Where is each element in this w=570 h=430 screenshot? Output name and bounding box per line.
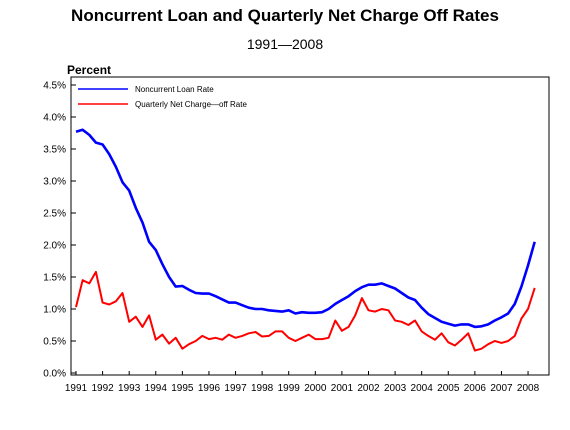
x-tick-label: 2007 — [490, 383, 513, 394]
x-tick-label: 1992 — [91, 383, 114, 394]
x-tick-label: 2002 — [357, 383, 380, 394]
y-axis: 0.0% 0.5% 1.0% 1.5% 2.0% 2.5% 3.0% 3.5% 4.0% 4.5% — [43, 81, 76, 380]
x-tick-label: 2004 — [411, 383, 434, 394]
chart-subtitle: 1991—2008 — [246, 36, 324, 52]
x-tick-label: 2001 — [331, 383, 354, 394]
x-tick-label: 1993 — [118, 383, 141, 394]
y-tick-label: 0.5% — [43, 337, 66, 348]
chart-title: Noncurrent Loan and Quarterly Net Charge… — [71, 6, 499, 25]
x-tick-label: 2000 — [304, 383, 327, 394]
y-tick-label: 4.5% — [43, 81, 66, 92]
y-tick-label: 1.0% — [43, 305, 66, 316]
series-line-1 — [75, 128, 536, 329]
x-tick-label: 1994 — [145, 383, 168, 394]
series-layer — [75, 128, 536, 352]
x-tick-label: 2003 — [384, 383, 407, 394]
legend-label-2: Quarterly Net Charge—off Rate — [135, 100, 247, 109]
x-tick-label: 1997 — [224, 383, 247, 394]
x-tick-label: 1996 — [198, 383, 221, 394]
x-tick-label: 2008 — [517, 383, 540, 394]
plot-border — [70, 76, 550, 376]
y-tick-label: 3.0% — [43, 177, 66, 188]
x-tick-label: 1991 — [65, 383, 88, 394]
y-tick-label: 1.5% — [43, 273, 66, 284]
legend-label-1: Noncurrent Loan Rate — [135, 85, 214, 94]
x-axis: 1991 1992 1993 1994 1995 1996 1997 1998 1999 2000… — [65, 371, 540, 394]
y-tick-label: 2.5% — [43, 209, 66, 220]
x-tick-label: 1995 — [171, 383, 194, 394]
y-tick-label: 3.5% — [43, 145, 66, 156]
x-tick-label: 1998 — [251, 383, 274, 394]
y-tick-label: 2.0% — [43, 241, 66, 252]
x-tick-label: 1999 — [278, 383, 301, 394]
x-tick-label: 2005 — [437, 383, 460, 394]
y-tick-label: 4.0% — [43, 113, 66, 124]
legend: Noncurrent Loan Rate Quarterly Net Charge… — [78, 85, 247, 109]
y-tick-label: 0.0% — [43, 369, 66, 380]
plot-frame — [70, 76, 550, 376]
series-line-2 — [75, 270, 536, 352]
y-axis-label: Percent — [67, 63, 112, 77]
x-tick-label: 2006 — [464, 383, 487, 394]
